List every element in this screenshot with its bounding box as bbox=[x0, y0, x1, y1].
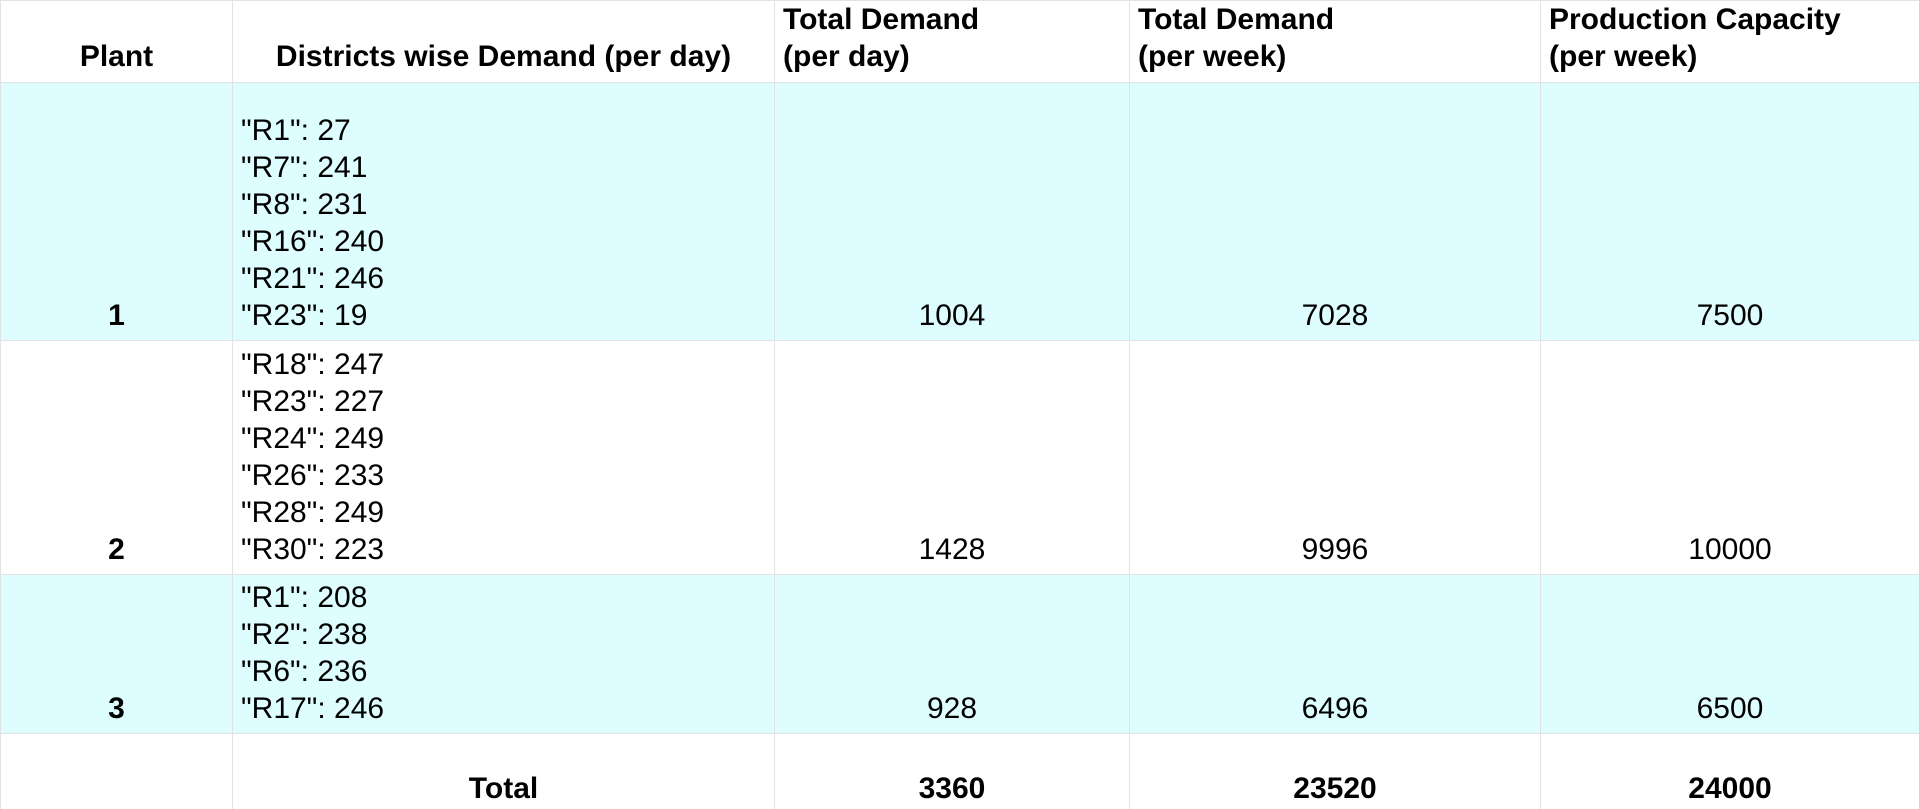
table-row: 1 "R1": 27 "R7": 241 "R8": 231 "R16": 24… bbox=[0, 82, 1919, 341]
district-demand: "R2": 238 bbox=[241, 618, 368, 651]
total-week-cell[interactable]: 9996 bbox=[1129, 340, 1541, 575]
district-demand: "R17": 246 bbox=[241, 692, 385, 725]
districts-cell[interactable]: "R1": 27 "R7": 241 "R8": 231 "R16": 240 … bbox=[232, 82, 775, 341]
capacity-sum[interactable]: 24000 bbox=[1540, 733, 1919, 809]
district-demand: "R18": 247 bbox=[241, 348, 385, 381]
district-demand: "R21": 246 bbox=[241, 262, 385, 295]
districts-cell[interactable]: "R1": 208 "R2": 238 "R6": 236 "R17": 246 bbox=[232, 574, 775, 734]
header-total-week[interactable]: Total Demand (per week) bbox=[1129, 0, 1541, 83]
district-demand: "R26": 233 bbox=[241, 459, 385, 492]
header-capacity[interactable]: Production Capacity (per week) bbox=[1540, 0, 1919, 83]
table-row: 2 "R18": 247 "R23": 227 "R24": 249 "R26"… bbox=[0, 340, 1919, 575]
header-row: Plant Districts wise Demand (per day) To… bbox=[0, 0, 1919, 83]
header-total-day-line-2: (per day) bbox=[783, 40, 910, 73]
district-demand: "R7": 241 bbox=[241, 151, 368, 184]
district-demand: "R6": 236 bbox=[241, 655, 368, 688]
header-capacity-line-2: (per week) bbox=[1549, 40, 1698, 73]
total-day-cell[interactable]: 928 bbox=[774, 574, 1130, 734]
district-demand: "R16": 240 bbox=[241, 225, 385, 258]
district-demand: "R23": 19 bbox=[241, 299, 368, 332]
total-plant-cell[interactable] bbox=[0, 733, 233, 809]
total-day-cell[interactable]: 1004 bbox=[774, 82, 1130, 341]
capacity-cell[interactable]: 7500 bbox=[1540, 82, 1919, 341]
capacity-cell[interactable]: 10000 bbox=[1540, 340, 1919, 575]
district-demand: "R8": 231 bbox=[241, 188, 368, 221]
table-row: 3 "R1": 208 "R2": 238 "R6": 236 "R17": 2… bbox=[0, 574, 1919, 734]
header-total-week-line-1: Total Demand bbox=[1138, 3, 1335, 36]
district-demand: "R23": 227 bbox=[241, 385, 385, 418]
district-demand: "R1": 27 bbox=[241, 114, 351, 147]
district-demand: "R30": 223 bbox=[241, 533, 385, 566]
plant-cell[interactable]: 2 bbox=[0, 340, 233, 575]
total-week-sum[interactable]: 23520 bbox=[1129, 733, 1541, 809]
capacity-cell[interactable]: 6500 bbox=[1540, 574, 1919, 734]
district-demand: "R1": 208 bbox=[241, 581, 368, 614]
header-districts[interactable]: Districts wise Demand (per day) bbox=[232, 0, 775, 83]
header-total-week-line-2: (per week) bbox=[1138, 40, 1287, 73]
districts-cell[interactable]: "R18": 247 "R23": 227 "R24": 249 "R26": … bbox=[232, 340, 775, 575]
header-total-day[interactable]: Total Demand (per day) bbox=[774, 0, 1130, 83]
total-week-cell[interactable]: 6496 bbox=[1129, 574, 1541, 734]
plant-cell[interactable]: 1 bbox=[0, 82, 233, 341]
header-total-day-line-1: Total Demand bbox=[783, 3, 980, 36]
total-day-cell[interactable]: 1428 bbox=[774, 340, 1130, 575]
header-plant[interactable]: Plant bbox=[0, 0, 233, 83]
district-demand: "R28": 249 bbox=[241, 496, 385, 529]
plant-cell[interactable]: 3 bbox=[0, 574, 233, 734]
total-row: Total 3360 23520 24000 bbox=[0, 733, 1919, 809]
district-demand: "R24": 249 bbox=[241, 422, 385, 455]
header-capacity-line-1: Production Capacity bbox=[1549, 3, 1841, 36]
total-day-sum[interactable]: 3360 bbox=[774, 733, 1130, 809]
total-week-cell[interactable]: 7028 bbox=[1129, 82, 1541, 341]
total-label[interactable]: Total bbox=[232, 733, 775, 809]
